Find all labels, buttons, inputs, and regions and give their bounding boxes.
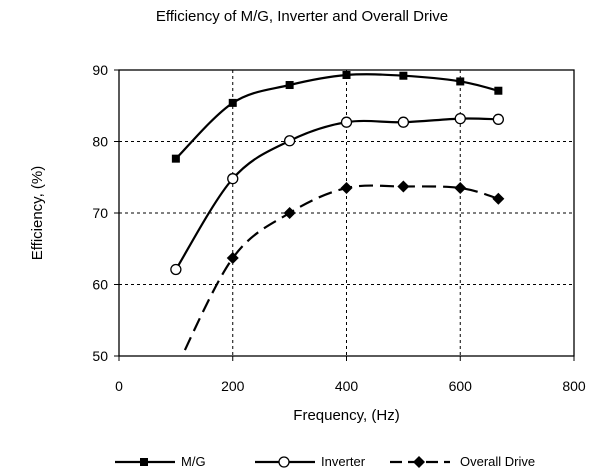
data-point-m-g [342,71,351,80]
data-point-overall-drive [492,192,505,205]
series-line-m-g [175,73,499,160]
data-point-inverter [283,135,296,147]
legend-label-mg: M/G [181,454,206,469]
grid-lines [119,70,574,356]
data-point-m-g [285,81,294,90]
y-tick-label: 90 [92,62,108,78]
x-tick-label: 0 [115,378,123,394]
legend-swatch-overall-drive [390,456,450,468]
chart-title: Efficiency of M/G, Inverter and Overall … [155,8,449,25]
legend-label-overall-drive: Overall Drive [460,454,536,469]
y-axis-label: Efficiency, (%) [29,166,46,260]
x-tick-label: 400 [335,378,359,394]
x-axis-ticks: 0 200 400 600 800 [115,356,586,394]
data-point-inverter [397,116,410,128]
y-tick-label: 50 [92,348,108,364]
y-tick-label: 70 [92,205,108,221]
data-point-m-g [456,77,465,86]
data-point-m-g [494,86,503,95]
y-tick-label: 80 [92,134,108,150]
legend-label-inverter: Inverter [321,454,366,469]
data-point-inverter [170,263,182,276]
series-markers [170,71,505,276]
data-point-inverter [340,116,353,128]
legend-swatch-inverter [255,456,315,468]
y-tick-label: 60 [92,277,108,293]
data-point-inverter [227,173,239,185]
x-tick-label: 800 [562,378,586,394]
x-axis-label: Frequency, (Hz) [293,407,399,424]
y-axis-ticks: 50 60 70 80 90 [92,62,119,364]
x-tick-label: 200 [221,378,245,394]
data-point-overall-drive [454,181,467,194]
data-point-m-g [171,154,180,163]
data-point-overall-drive [397,180,410,193]
data-point-m-g [399,71,408,80]
data-point-inverter [454,112,466,125]
data-point-overall-drive [283,207,296,219]
x-tick-label: 600 [449,378,473,394]
data-point-overall-drive [226,252,239,265]
data-point-inverter [492,113,505,125]
data-point-overall-drive [340,181,353,194]
data-point-m-g [228,98,237,107]
series-lines [174,73,499,356]
line-chart: 0 200 400 600 800 50 60 70 80 90 Frequency, (Hz)… [29,62,586,424]
legend: M/G Inverter Overall Drive [0,452,604,472]
legend-swatch-mg [115,458,175,466]
